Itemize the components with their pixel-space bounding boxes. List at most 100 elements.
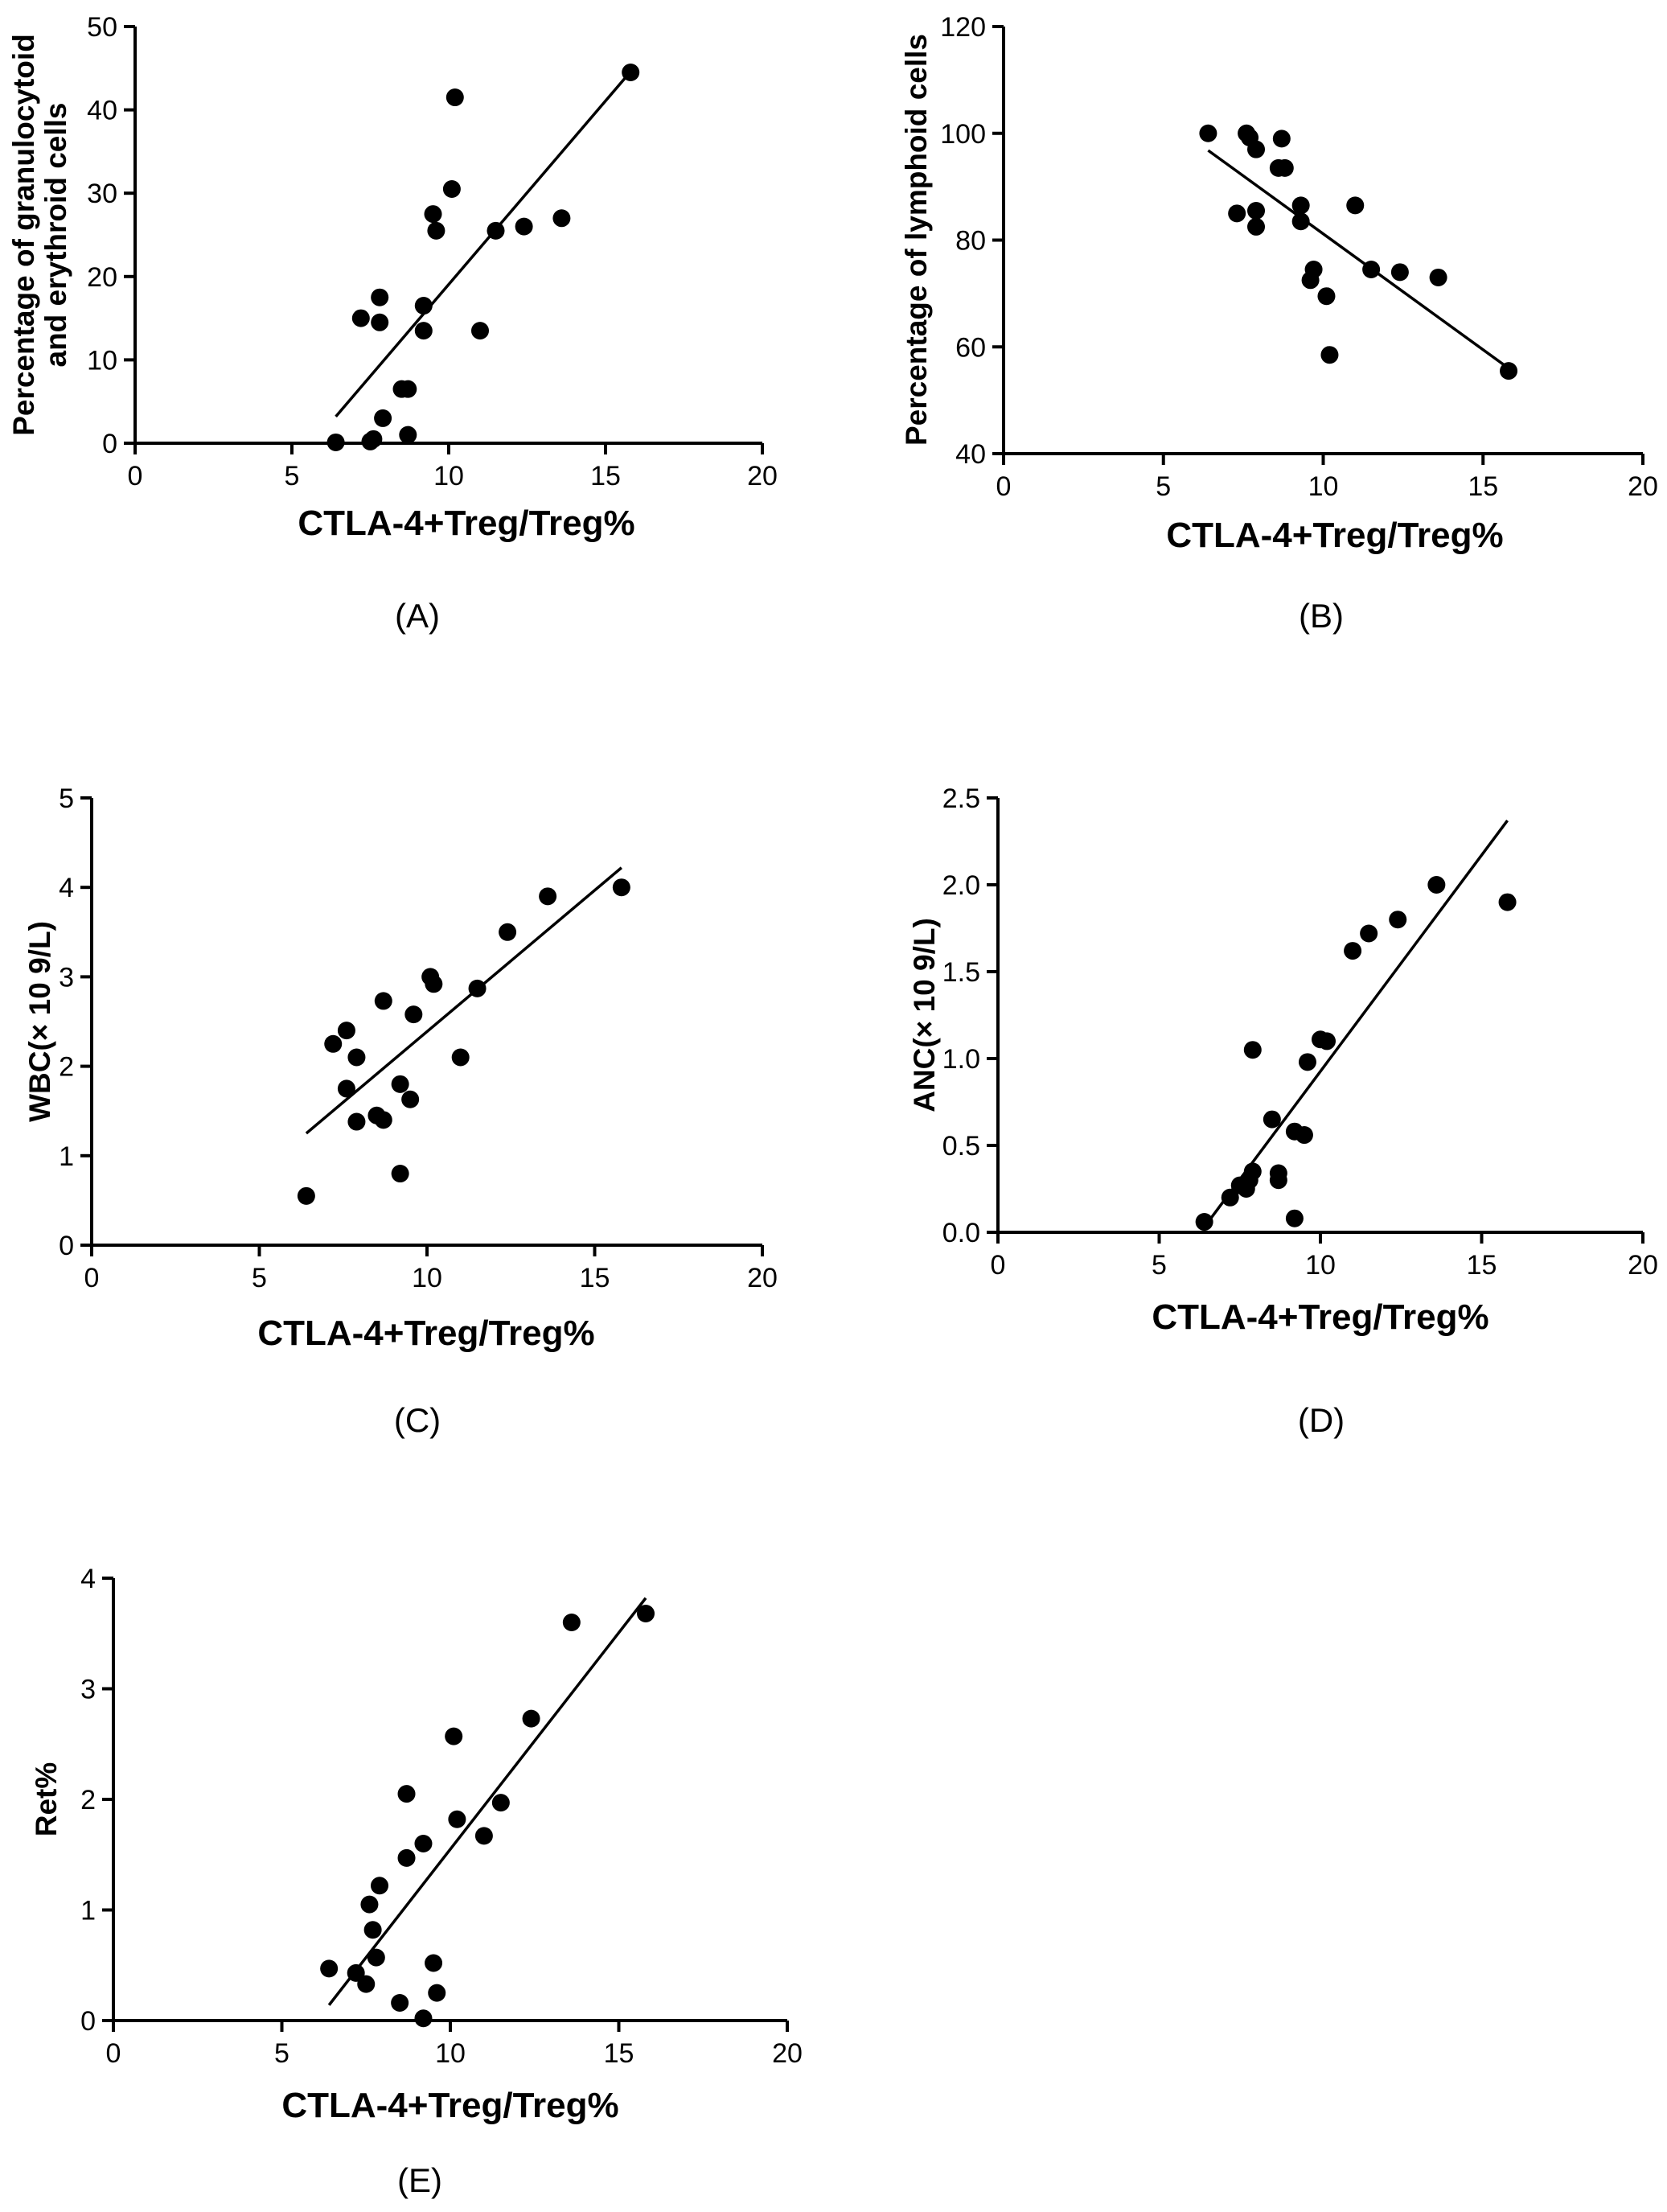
- data-point: [1263, 1110, 1281, 1129]
- data-point: [522, 1709, 540, 1728]
- x-tick-label: 10: [433, 461, 464, 491]
- x-tick-label: 5: [1152, 1250, 1167, 1281]
- x-tick-label: 0: [128, 461, 143, 491]
- panel-label: (D): [1298, 1401, 1345, 1439]
- data-point: [1498, 893, 1517, 911]
- data-point: [374, 992, 392, 1010]
- data-point: [1269, 1171, 1287, 1190]
- data-point: [1221, 1188, 1239, 1207]
- data-point: [391, 1165, 409, 1183]
- y-axis-label: and erythroid cells: [39, 103, 72, 368]
- data-point: [1390, 263, 1409, 282]
- data-point: [363, 1921, 382, 1939]
- x-tick-label: 0: [106, 2038, 121, 2069]
- data-point: [1301, 271, 1320, 290]
- data-point: [1247, 201, 1266, 220]
- y-tick-label: 2: [59, 1052, 74, 1083]
- y-tick-label: 0.0: [942, 1218, 980, 1248]
- regression-line: [327, 1597, 647, 2006]
- x-tick-label: 20: [1628, 471, 1658, 502]
- y-tick-label: 3: [59, 962, 74, 993]
- data-point: [371, 313, 389, 331]
- x-tick-label: 20: [772, 2038, 803, 2069]
- y-tick-label: 0.5: [942, 1131, 980, 1162]
- data-point: [1500, 362, 1518, 380]
- x-tick-label: 15: [1468, 471, 1498, 502]
- data-point: [1318, 1032, 1336, 1050]
- data-point: [320, 1959, 339, 1978]
- data-point: [371, 1877, 389, 1895]
- y-axis-label: Ret%: [30, 1762, 63, 1837]
- data-point: [1295, 1126, 1313, 1145]
- x-tick-label: 10: [435, 2038, 466, 2069]
- y-tick-label: 0: [80, 2006, 96, 2037]
- y-tick-label: 1: [80, 1896, 96, 1926]
- data-point: [1362, 261, 1381, 279]
- data-point: [442, 180, 461, 199]
- data-point: [1291, 196, 1310, 215]
- data-point: [1275, 158, 1294, 177]
- x-tick-label: 0: [84, 1263, 100, 1293]
- data-point: [1291, 212, 1310, 231]
- y-tick-label: 10: [87, 345, 117, 376]
- data-point: [1429, 268, 1447, 286]
- x-axis-label: CTLA-4+Treg/Treg%: [1166, 516, 1503, 555]
- data-point: [445, 1727, 463, 1745]
- x-tick-label: 20: [747, 1263, 778, 1293]
- data-point: [399, 380, 417, 398]
- data-point: [414, 322, 433, 340]
- data-point: [445, 88, 464, 107]
- y-axis-label: Percentage of lymphoid cells: [900, 34, 933, 446]
- data-point: [1243, 1041, 1262, 1059]
- y-tick-label: 40: [955, 439, 986, 470]
- data-point: [622, 63, 640, 81]
- y-tick-label: 100: [940, 119, 986, 150]
- data-point: [401, 1090, 420, 1108]
- data-point: [337, 1079, 355, 1098]
- y-tick-label: 30: [87, 179, 117, 209]
- data-point: [1360, 924, 1378, 943]
- data-point: [414, 1835, 433, 1852]
- data-point: [399, 426, 417, 444]
- data-point: [499, 923, 517, 941]
- data-point: [1346, 196, 1365, 215]
- data-point: [351, 309, 370, 327]
- panel-label: (A): [395, 597, 440, 635]
- x-tick-label: 10: [1308, 471, 1339, 502]
- x-axis-label: CTLA-4+Treg/Treg%: [1152, 1297, 1488, 1337]
- x-tick-label: 10: [1305, 1250, 1336, 1281]
- data-point: [326, 433, 345, 451]
- y-tick-label: 2.0: [942, 870, 980, 901]
- x-axis-label: CTLA-4+Treg/Treg%: [257, 1314, 594, 1353]
- panel-label: (E): [397, 2161, 442, 2199]
- data-point: [337, 1022, 355, 1040]
- data-point: [297, 1186, 315, 1205]
- data-point: [425, 1954, 443, 1972]
- chart-panel-d: 0 5 10 15 20 0.0 0.5 1.0 1.5 2.0 2.5 CTLA-4+Treg/Tr…: [908, 783, 1658, 1439]
- y-tick-label: 20: [87, 262, 117, 293]
- data-point: [1344, 942, 1362, 960]
- x-tick-label: 0: [996, 471, 1012, 502]
- x-tick-label: 5: [274, 2038, 289, 2069]
- x-tick-label: 20: [747, 461, 778, 491]
- data-point: [487, 221, 505, 240]
- x-axis-label: CTLA-4+Treg/Treg%: [298, 504, 634, 543]
- y-tick-label: 2.5: [942, 783, 980, 814]
- data-point: [428, 1984, 446, 2002]
- data-point: [1272, 130, 1291, 148]
- x-tick-label: 5: [252, 1263, 267, 1293]
- data-point: [1195, 1213, 1213, 1231]
- y-tick-label: 3: [80, 1675, 96, 1705]
- data-point: [374, 409, 392, 427]
- data-point: [468, 979, 487, 997]
- data-point: [451, 1048, 470, 1067]
- data-point: [425, 975, 443, 993]
- chart-panel-b: 0 5 10 15 20 40 60 80 100 120 CTLA-4+Treg/Treg% Per…: [900, 12, 1658, 635]
- data-point: [374, 1111, 392, 1129]
- x-tick-label: 20: [1628, 1250, 1658, 1281]
- y-axis-label: Percentage of granulocytoid: [7, 34, 40, 436]
- x-tick-label: 10: [412, 1263, 442, 1293]
- data-point: [404, 1005, 423, 1024]
- data-point: [491, 1794, 510, 1812]
